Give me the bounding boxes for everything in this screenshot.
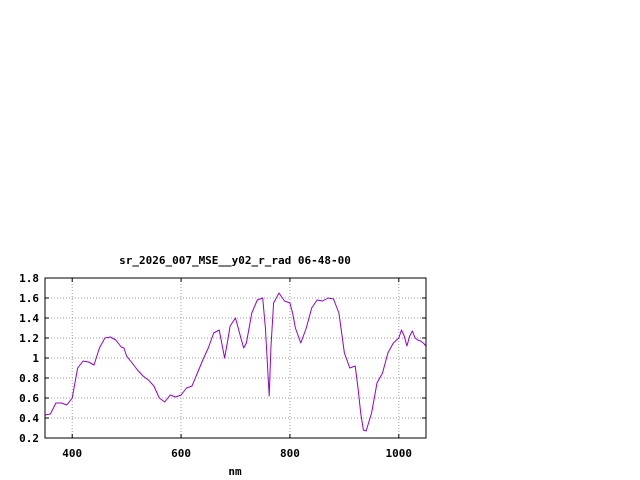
axis-ticks: 0.2 0.4 0.6 0.8 1 1.2 1.4 1.6 1.8 400 600 800 1000 xyxy=(19,272,426,460)
y-tick-label: 0.4 xyxy=(19,412,39,425)
x-tick-label: 1000 xyxy=(386,447,413,460)
x-tick-label: 600 xyxy=(171,447,191,460)
y-tick-label: 1.6 xyxy=(19,292,39,305)
y-tick-label: 1.8 xyxy=(19,272,39,285)
x-tick-label: 800 xyxy=(280,447,300,460)
y-tick-label: 1 xyxy=(32,352,39,365)
y-tick-label: 1.2 xyxy=(19,332,39,345)
grid xyxy=(45,278,426,438)
y-tick-label: 0.2 xyxy=(19,432,39,445)
series-layer xyxy=(44,292,427,432)
series-line xyxy=(44,292,427,432)
y-tick-label: 0.6 xyxy=(19,392,39,405)
x-tick-label: 400 xyxy=(62,447,82,460)
plot-frame xyxy=(44,277,427,439)
x-axis-label: nm xyxy=(228,465,242,478)
chart-title: sr_2026_007_MSE__y02_r_rad 06-48-00 xyxy=(119,254,351,267)
y-tick-label: 1.4 xyxy=(19,312,39,325)
y-tick-label: 0.8 xyxy=(19,372,39,385)
